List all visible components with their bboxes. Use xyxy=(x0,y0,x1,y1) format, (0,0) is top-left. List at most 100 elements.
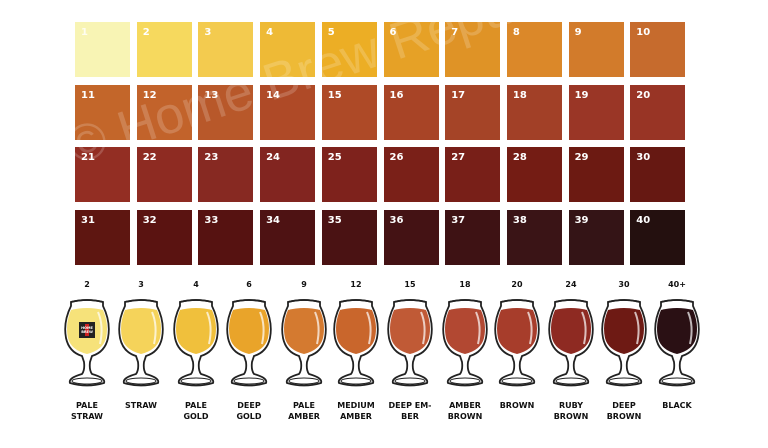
svg-text:BREW: BREW xyxy=(81,330,93,334)
srm-swatch: 39 xyxy=(568,210,624,266)
srm-swatch: 1 xyxy=(75,22,130,77)
srm-swatch: 25 xyxy=(321,147,377,203)
glass-color-name: PALE GOLD xyxy=(183,401,209,421)
glass-color-name: PALE STRAW xyxy=(70,401,104,421)
beer-glass-icon xyxy=(171,296,221,392)
beer-glass-icon xyxy=(546,296,596,392)
swatch-number: 27 xyxy=(451,152,466,164)
swatch-number: 28 xyxy=(512,152,527,164)
srm-swatch: 21 xyxy=(75,147,130,203)
srm-swatch: 15 xyxy=(321,84,377,140)
srm-swatch: 11 xyxy=(75,84,130,140)
srm-swatch: 23 xyxy=(198,147,254,203)
swatch-number: 26 xyxy=(389,152,404,164)
glass-srm-value: 15 xyxy=(404,280,416,289)
srm-swatch: 28 xyxy=(506,147,562,203)
srm-swatch: 12 xyxy=(136,84,192,140)
beer-glass-icon xyxy=(599,296,649,392)
glass-srm-value: 9 xyxy=(301,280,307,289)
glass-srm-value: 20 xyxy=(511,280,523,289)
srm-swatch: 4 xyxy=(260,22,316,77)
beer-glass-icon xyxy=(652,296,702,392)
swatch-number: 7 xyxy=(451,27,459,38)
swatch-number: 4 xyxy=(266,27,274,38)
srm-swatch: 32 xyxy=(136,210,192,266)
swatch-number: 2 xyxy=(142,27,150,38)
srm-swatch: 29 xyxy=(568,147,624,203)
swatch-number: 38 xyxy=(512,215,527,227)
swatch-number: 21 xyxy=(81,152,95,164)
srm-swatch: 8 xyxy=(506,22,562,77)
srm-swatch: 22 xyxy=(136,147,192,203)
srm-swatch: 7 xyxy=(445,22,501,77)
swatch-number: 33 xyxy=(204,215,219,227)
svg-text:HOME: HOME xyxy=(81,326,93,330)
srm-swatch: 10 xyxy=(630,22,686,77)
swatch-number: 29 xyxy=(574,152,589,164)
srm-swatch: 14 xyxy=(260,84,316,140)
glass-srm-value: 3 xyxy=(138,280,144,289)
swatch-number: 3 xyxy=(204,27,212,38)
srm-swatch: 6 xyxy=(383,22,439,77)
swatch-number: 18 xyxy=(512,89,527,101)
srm-swatch: 26 xyxy=(383,147,439,203)
glass-srm-value: 40+ xyxy=(668,280,686,289)
swatch-number: 32 xyxy=(142,215,157,227)
swatch-number: 8 xyxy=(512,27,520,38)
beer-glass-icon xyxy=(440,296,490,392)
srm-swatch: 38 xyxy=(506,210,562,266)
srm-swatch: 2 xyxy=(136,22,192,77)
glass-color-name: DEEP GOLD xyxy=(236,401,262,421)
swatch-number: 19 xyxy=(574,89,589,101)
srm-swatch: 5 xyxy=(321,22,377,77)
srm-swatch: 17 xyxy=(445,84,501,140)
swatch-number: 39 xyxy=(574,215,589,227)
beer-glass-icon xyxy=(224,296,274,392)
srm-swatch: 36 xyxy=(383,210,439,266)
swatch-number: 6 xyxy=(389,27,397,38)
swatch-number: 12 xyxy=(142,89,157,101)
srm-swatch: 18 xyxy=(506,84,562,140)
swatch-number: 30 xyxy=(636,152,651,164)
glass-color-name: DEEP EM- BER xyxy=(388,401,432,421)
swatch-number: 23 xyxy=(204,152,219,164)
srm-swatch: 20 xyxy=(630,84,686,140)
swatch-number: 24 xyxy=(266,152,281,164)
swatch-number: 25 xyxy=(327,152,342,164)
glass-srm-value: 4 xyxy=(193,280,199,289)
swatch-number: 15 xyxy=(327,89,342,101)
srm-swatch: 40 xyxy=(630,210,686,266)
swatch-number: 11 xyxy=(81,89,95,101)
glass-color-name: DEEP BROWN xyxy=(606,401,642,421)
beer-glass-icon xyxy=(492,296,542,392)
srm-swatch: 3 xyxy=(198,22,254,77)
glass-srm-value: 24 xyxy=(565,280,577,289)
swatch-number: 1 xyxy=(81,27,88,38)
swatch-number: 31 xyxy=(81,215,95,227)
glass-color-name: RUBY BROWN xyxy=(553,401,589,421)
srm-swatch: 9 xyxy=(568,22,624,77)
srm-swatch: 24 xyxy=(260,147,316,203)
beer-glass-icon xyxy=(385,296,435,392)
glass-srm-value: 12 xyxy=(350,280,362,289)
swatch-number: 17 xyxy=(451,89,466,101)
swatch-number: 16 xyxy=(389,89,404,101)
srm-swatch: 16 xyxy=(383,84,439,140)
swatch-number: 5 xyxy=(327,27,335,38)
swatch-number: 9 xyxy=(574,27,582,38)
swatch-number: 37 xyxy=(451,215,466,227)
swatch-number: 10 xyxy=(636,27,651,38)
swatch-number: 20 xyxy=(636,89,651,101)
glass-srm-value: 30 xyxy=(618,280,630,289)
swatch-number: 13 xyxy=(204,89,219,101)
glass-color-name: PALE AMBER xyxy=(288,401,320,421)
glass-color-name: BLACK xyxy=(662,401,692,410)
swatch-number: 34 xyxy=(266,215,281,227)
beer-glass-icon xyxy=(116,296,166,392)
srm-swatch: 37 xyxy=(445,210,501,266)
srm-swatch: 33 xyxy=(198,210,254,266)
swatch-number: 35 xyxy=(327,215,342,227)
beer-glass-icon: HOME BREW xyxy=(62,296,112,392)
beer-glass-icon xyxy=(279,296,329,392)
